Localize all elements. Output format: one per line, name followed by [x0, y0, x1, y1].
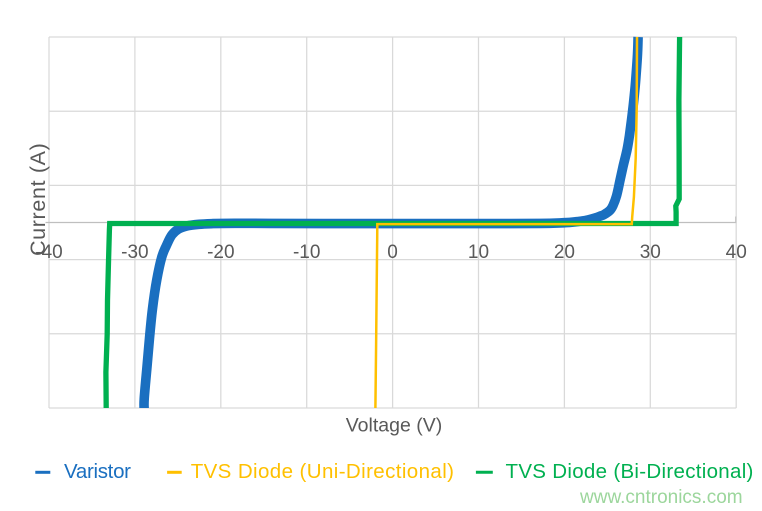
svg-text:10: 10: [468, 242, 489, 263]
svg-text:Voltage (V): Voltage (V): [346, 415, 442, 437]
svg-text:20: 20: [554, 242, 575, 263]
svg-text:-40: -40: [35, 242, 62, 263]
svg-text:-20: -20: [207, 242, 234, 263]
svg-text:TVS Diode (Bi-Directional): TVS Diode (Bi-Directional): [506, 460, 754, 483]
svg-text:Current (A): Current (A): [26, 143, 50, 256]
svg-text:-10: -10: [293, 242, 320, 263]
svg-text:0: 0: [387, 242, 398, 263]
svg-text:www.cntronics.com: www.cntronics.com: [579, 487, 743, 508]
svg-text:TVS Diode (Uni-Directional): TVS Diode (Uni-Directional): [191, 460, 455, 483]
svg-text:40: 40: [726, 242, 747, 263]
svg-text:-30: -30: [121, 242, 148, 263]
svg-text:30: 30: [640, 242, 661, 263]
svg-text:Varistor: Varistor: [64, 460, 131, 483]
